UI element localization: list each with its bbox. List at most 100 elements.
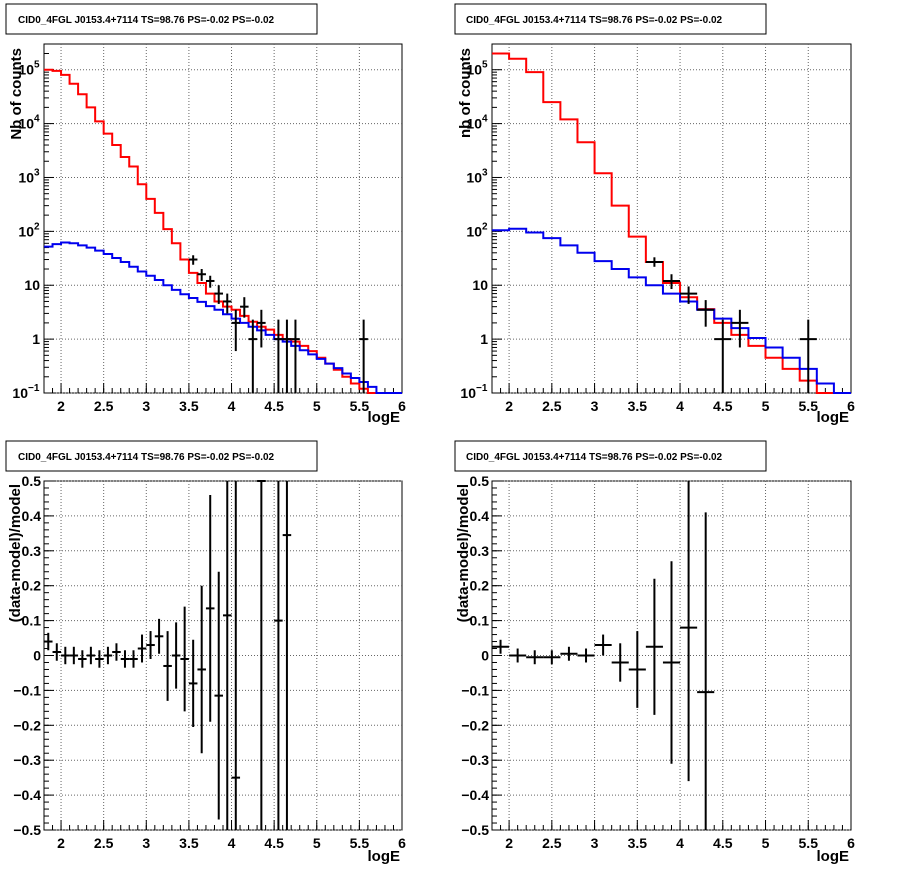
counts-panel-right: CID0_4FGL J0153.4+7114 TS=98.76 PS=-0.02… (454, 3, 855, 426)
y-tick-label: −0.5 (461, 822, 489, 838)
data-point (680, 286, 698, 304)
data-point (697, 300, 715, 327)
model-histogram-line (492, 52, 851, 394)
data-point (86, 646, 96, 665)
data-point (231, 481, 241, 830)
x-axis-label: logE (368, 409, 401, 426)
x-tick-labels: 2 2.5 3 3.5 4 4.5 5 5.5 6 (57, 398, 406, 414)
y-tick-label: 10 (18, 223, 34, 239)
x-tick-label: 3.5 (628, 835, 648, 851)
x-tick-label: 4 (228, 398, 236, 414)
data-point (137, 634, 147, 663)
data-point (248, 319, 258, 393)
x-tick-label: 3 (591, 835, 599, 851)
y-tick-label: 0.3 (470, 543, 490, 559)
x-tick-label: 5 (762, 835, 770, 851)
y-tick-label: −0.4 (461, 787, 489, 803)
data-point (697, 512, 715, 830)
residuals-panel-left: CID0_4FGL J0153.4+7114 TS=98.76 PS=-0.02… (5, 440, 406, 865)
data-point (214, 285, 223, 304)
x-tick-label: 2 (505, 835, 513, 851)
x-tick-label: 3 (591, 398, 599, 414)
y-tick-label: 0.4 (470, 508, 490, 524)
model-histogram-line (44, 241, 402, 394)
y-tick-label: −0.5 (13, 822, 41, 838)
data-point (257, 480, 266, 830)
y-tick-label: 10 (460, 385, 476, 401)
y-tick-label: 0.5 (22, 473, 42, 489)
data-point (154, 618, 164, 654)
y-tick-label: −0.1 (461, 682, 489, 698)
x-tick-labels: 2 2.5 3 3.5 4 4.5 5 5.5 6 (505, 835, 855, 851)
y-tick-label: −0.3 (461, 752, 489, 768)
plot-title: CID0_4FGL J0153.4+7114 TS=98.76 PS=-0.02… (18, 452, 275, 463)
x-tick-label: 3.5 (628, 398, 648, 414)
x-tick-label: 2.5 (94, 835, 114, 851)
x-tick-label: 4 (676, 835, 684, 851)
x-tick-label: 2 (505, 398, 513, 414)
y-tick-exponent: 2 (482, 221, 488, 232)
data-point (103, 646, 113, 665)
y-tick-label: 10 (466, 62, 482, 78)
y-tick-label: 0 (33, 648, 41, 664)
data-point (231, 309, 241, 352)
x-tick-label: 5.5 (350, 398, 370, 414)
data-point (223, 293, 232, 314)
x-tick-label: 4.5 (713, 398, 733, 414)
x-tick-label: 3.5 (179, 398, 199, 414)
y-tick-label: 10 (24, 277, 40, 293)
y-tick-labels: 0.5 0.4 0.3 0.2 0.1 0 −0.1 −0.2 −0.3 −0.4 −0.5 (461, 473, 489, 838)
x-tick-label: 6 (398, 835, 406, 851)
data-point (197, 269, 206, 281)
x-tick-label: 4 (676, 398, 684, 414)
x-tick-label: 4.5 (713, 835, 733, 851)
plot-title: CID0_4FGL J0153.4+7114 TS=98.76 PS=-0.02… (466, 452, 723, 463)
axis-ticks (491, 43, 852, 394)
data-point (274, 481, 283, 830)
data-points (188, 255, 368, 393)
y-tick-label: 10 (466, 223, 482, 239)
x-tick-label: 3.5 (179, 835, 199, 851)
grid-lines (44, 44, 402, 394)
data-point (205, 275, 215, 288)
y-tick-label: 1 (480, 331, 488, 347)
y-tick-label: 0.5 (470, 473, 490, 489)
data-point (645, 257, 663, 267)
data-point (628, 631, 646, 708)
data-point (274, 319, 283, 393)
data-point (95, 650, 104, 668)
plot-frame (43, 43, 403, 394)
y-tick-label: 0.2 (22, 578, 42, 594)
data-point (662, 561, 681, 764)
data-point (526, 650, 544, 665)
x-tick-label: 2 (57, 398, 65, 414)
data-point (662, 274, 681, 290)
title-box: CID0_4FGL J0153.4+7114 TS=98.76 PS=-0.02… (454, 3, 767, 35)
y-tick-exponent: −1 (28, 383, 40, 394)
data-point (112, 643, 121, 661)
grid-lines (492, 44, 851, 394)
y-tick-label: −0.2 (461, 717, 489, 733)
data-point (163, 631, 172, 701)
data-point (291, 319, 300, 393)
x-tick-label: 6 (847, 835, 855, 851)
y-tick-exponent: 2 (34, 221, 40, 232)
x-tick-label: 3 (142, 835, 150, 851)
y-tick-exponent: 4 (34, 114, 40, 125)
y-tick-exponent: 4 (482, 114, 488, 125)
plot-title: CID0_4FGL J0153.4+7114 TS=98.76 PS=-0.02… (466, 15, 723, 26)
y-tick-label: 10 (472, 277, 488, 293)
data-point (44, 632, 53, 651)
y-axis-label: (data-model)/model (455, 484, 472, 622)
x-tick-label: 2 (57, 835, 65, 851)
y-tick-label: −0.1 (13, 682, 41, 698)
x-tick-label: 3 (142, 398, 150, 414)
data-point (240, 297, 249, 318)
x-tick-label: 6 (847, 398, 855, 414)
residual-points (44, 480, 292, 830)
residuals-panel-right: CID0_4FGL J0153.4+7114 TS=98.76 PS=-0.02… (454, 440, 855, 865)
model-histogram-line (492, 227, 851, 394)
data-point (78, 650, 87, 668)
